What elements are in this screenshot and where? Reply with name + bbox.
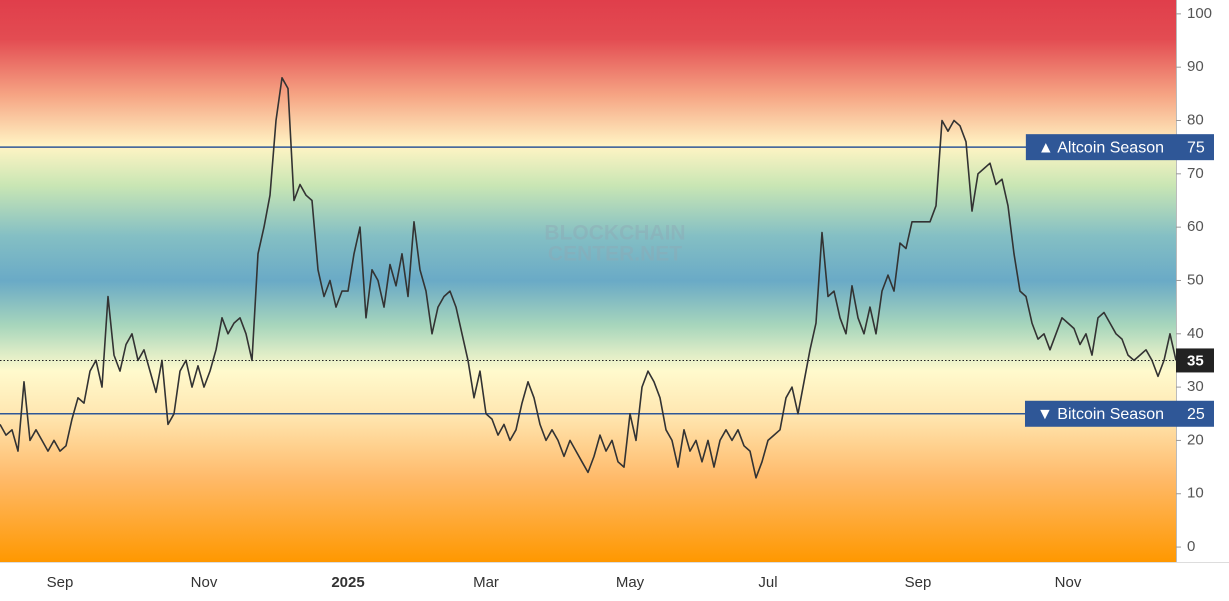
y-tick-label: 10 <box>1187 485 1204 502</box>
y-tick-label: 50 <box>1187 271 1204 288</box>
x-tick-label: Sep <box>47 574 74 591</box>
y-tick-label: 70 <box>1187 165 1204 182</box>
reference-tag-box <box>1024 400 1214 427</box>
y-tick-label: 30 <box>1187 378 1204 395</box>
last-value-tag <box>1176 348 1214 373</box>
watermark: BLOCKCHAIN <box>544 222 685 245</box>
reference-tag: ▲ Altcoin Season 75 <box>1025 134 1214 161</box>
x-tick-label: Nov <box>191 574 218 591</box>
x-tick-label: 2025 <box>331 574 364 591</box>
data-line <box>0 77 1177 479</box>
reference-label: ▼ Bitcoin Season <box>1037 406 1164 423</box>
x-tick-label: Jul <box>758 574 777 591</box>
watermark: CENTER.NET <box>548 243 682 266</box>
y-tick-label: 80 <box>1187 111 1204 128</box>
x-tick-label: Nov <box>1055 574 1082 591</box>
last-value-label: 35 <box>1187 352 1204 369</box>
reference-tag-box <box>1025 134 1214 161</box>
plot-background <box>0 0 1176 562</box>
reference-label: ▲ Altcoin Season <box>1038 139 1164 156</box>
y-tick-label: 60 <box>1187 218 1204 235</box>
y-tick-label: 0 <box>1187 538 1195 555</box>
x-tick-label: Mar <box>473 574 499 591</box>
reference-value: 75 <box>1187 139 1205 156</box>
y-tick-label: 40 <box>1187 325 1204 342</box>
y-tick-label: 100 <box>1187 5 1212 22</box>
x-tick-label: Sep <box>905 574 932 591</box>
reference-tag: ▼ Bitcoin Season 25 <box>1024 400 1214 427</box>
y-tick-label: 20 <box>1187 431 1204 448</box>
y-tick-label: 90 <box>1187 58 1204 75</box>
reference-value: 25 <box>1187 406 1205 423</box>
x-tick-label: May <box>616 574 645 591</box>
